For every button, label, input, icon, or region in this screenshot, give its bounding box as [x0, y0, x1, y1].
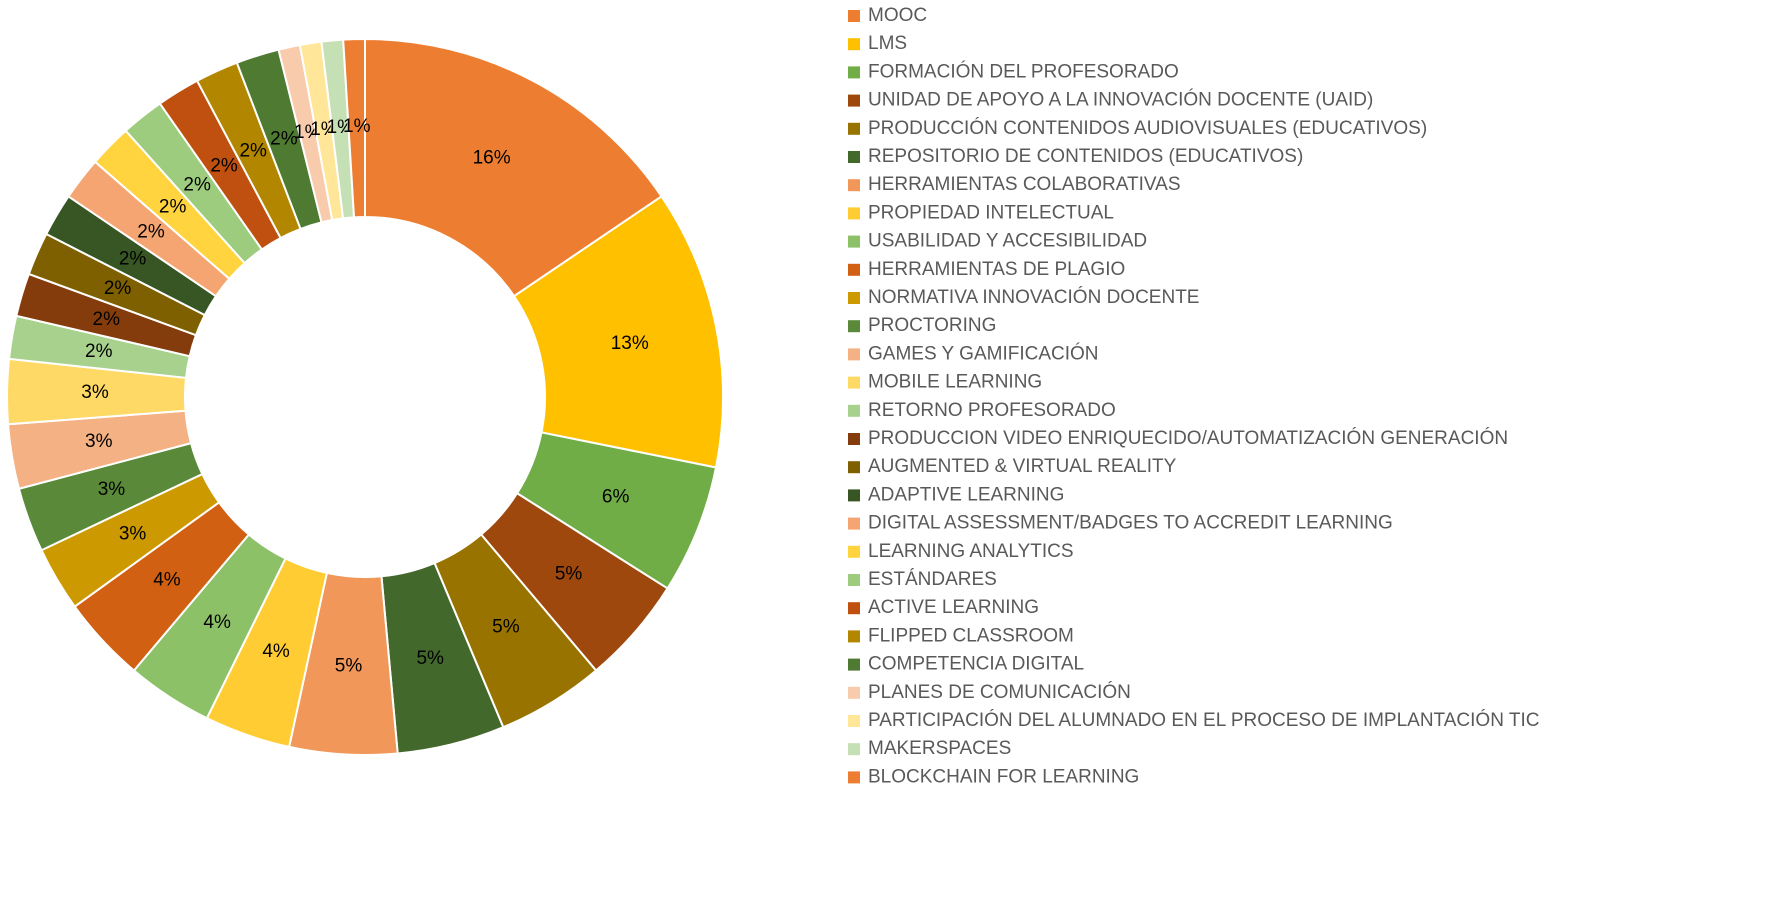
legend-swatch [848, 179, 860, 192]
data-label: 16% [473, 148, 511, 169]
legend-swatch [848, 263, 860, 276]
legend-label: PROPIEDAD INTELECTUAL [868, 202, 1114, 223]
legend-swatch [848, 10, 860, 22]
legend-label: COMPETENCIA DIGITAL [868, 654, 1084, 675]
data-label: 4% [153, 570, 181, 591]
legend-swatch [848, 376, 860, 389]
legend-swatch [848, 66, 860, 79]
legend-swatch [848, 461, 860, 474]
legend-label: MOOC [868, 5, 927, 26]
data-label: 2% [93, 309, 121, 330]
legend-label: PLANES DE COMUNICACIÓN [868, 681, 1131, 703]
legend-label: FLIPPED CLASSROOM [868, 625, 1074, 646]
legend-label: MAKERSPACES [868, 738, 1011, 759]
data-label: 3% [119, 523, 147, 544]
donut-slice [512, 195, 724, 469]
legend-swatch [848, 715, 860, 727]
legend-swatch [848, 122, 860, 135]
legend-swatch [848, 686, 860, 699]
legend-label: ESTÁNDARES [868, 569, 997, 590]
legend-label: PARTICIPACIÓN DEL ALUMNADO EN EL PROCESO… [868, 709, 1539, 731]
data-label: 2% [239, 140, 267, 161]
legend-label: PRODUCCION VIDEO ENRIQUECIDO/AUTOMATIZAC… [868, 427, 1508, 449]
data-label: 2% [119, 249, 147, 270]
legend-swatch [848, 348, 860, 361]
legend-label: UNIDAD DE APOYO A LA INNOVACIÓN DOCENTE … [868, 89, 1373, 111]
legend-label: AUGMENTED & VIRTUAL REALITY [868, 456, 1177, 477]
legend-label: USABILIDAD Y ACCESIBILIDAD [868, 231, 1147, 252]
legend-swatch [848, 38, 860, 51]
donut-slice [364, 37, 663, 298]
data-label: 2% [210, 156, 238, 177]
legend-label: LMS [868, 33, 907, 54]
data-label: 5% [335, 656, 363, 677]
legend-swatch [848, 151, 860, 163]
legend-swatch [848, 320, 860, 333]
legend-swatch [848, 292, 860, 304]
legend-label: PROCTORING [868, 315, 996, 336]
data-label: 1% [343, 116, 371, 137]
data-label: 5% [416, 648, 444, 669]
data-label: 4% [203, 612, 231, 633]
legend-label: ADAPTIVE LEARNING [868, 484, 1064, 505]
legend-label: HERRAMIENTAS COLABORATIVAS [868, 174, 1181, 195]
legend-label: HERRAMIENTAS DE PLAGIO [868, 259, 1125, 280]
legend-label: RETORNO PROFESORADO [868, 400, 1116, 421]
legend-label: FORMACIÓN DEL PROFESORADO [868, 60, 1179, 82]
legend-swatch [848, 630, 860, 643]
legend-swatch [848, 743, 860, 756]
data-label: 6% [602, 486, 630, 507]
legend-swatch [848, 404, 860, 417]
data-label: 2% [270, 128, 298, 149]
legend-label: NORMATIVA INNOVACIÓN DOCENTE [868, 286, 1199, 308]
data-label: 4% [262, 641, 290, 662]
legend-label: BLOCKCHAIN FOR LEARNING [868, 766, 1139, 787]
data-label: 2% [159, 197, 187, 218]
data-label: 2% [137, 221, 165, 242]
legend-swatch [848, 207, 860, 220]
legend-swatch [848, 94, 860, 107]
legend-label: PRODUCCIÓN CONTENIDOS AUDIOVISUALES (EDU… [868, 117, 1427, 139]
data-label: 13% [611, 333, 649, 354]
data-label: 2% [85, 341, 113, 362]
legend-swatch [848, 658, 860, 671]
data-label: 3% [98, 479, 126, 500]
legend-swatch [848, 517, 860, 530]
data-label: 3% [81, 382, 109, 403]
legend-label: REPOSITORIO DE CONTENIDOS (EDUCATIVOS) [868, 146, 1303, 167]
legend-swatch [848, 545, 860, 558]
legend-label: GAMES Y GAMIFICACIÓN [868, 342, 1099, 364]
legend-swatch [848, 489, 860, 502]
legend-label: DIGITAL ASSESSMENT/BADGES TO ACCREDIT LE… [868, 513, 1393, 534]
legend-swatch [848, 235, 860, 248]
legend-swatch [848, 771, 860, 784]
data-label: 3% [85, 431, 113, 452]
legend-swatch [848, 574, 860, 586]
legend-swatch [848, 433, 860, 445]
data-label: 5% [492, 616, 520, 637]
data-label: 5% [555, 563, 583, 584]
data-label: 2% [183, 175, 211, 196]
legend-swatch [848, 602, 860, 615]
legend-label: ACTIVE LEARNING [868, 597, 1039, 618]
donut-slice [342, 37, 366, 219]
legend-label: LEARNING ANALYTICS [868, 541, 1074, 562]
legend-label: MOBILE LEARNING [868, 372, 1042, 393]
data-label: 2% [104, 278, 132, 299]
